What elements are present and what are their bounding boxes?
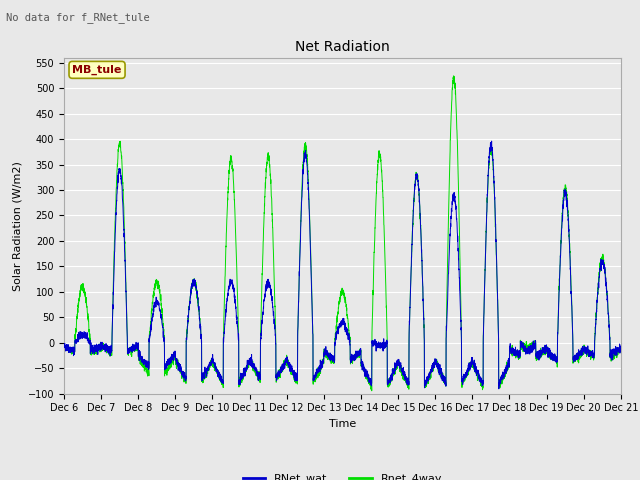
Text: No data for f_RNet_tule: No data for f_RNet_tule: [6, 12, 150, 23]
Title: Net Radiation: Net Radiation: [295, 40, 390, 54]
X-axis label: Time: Time: [329, 419, 356, 429]
Text: MB_tule: MB_tule: [72, 65, 122, 75]
Legend: RNet_wat, Rnet_4way: RNet_wat, Rnet_4way: [238, 469, 447, 480]
Y-axis label: Solar Radiation (W/m2): Solar Radiation (W/m2): [12, 161, 22, 290]
